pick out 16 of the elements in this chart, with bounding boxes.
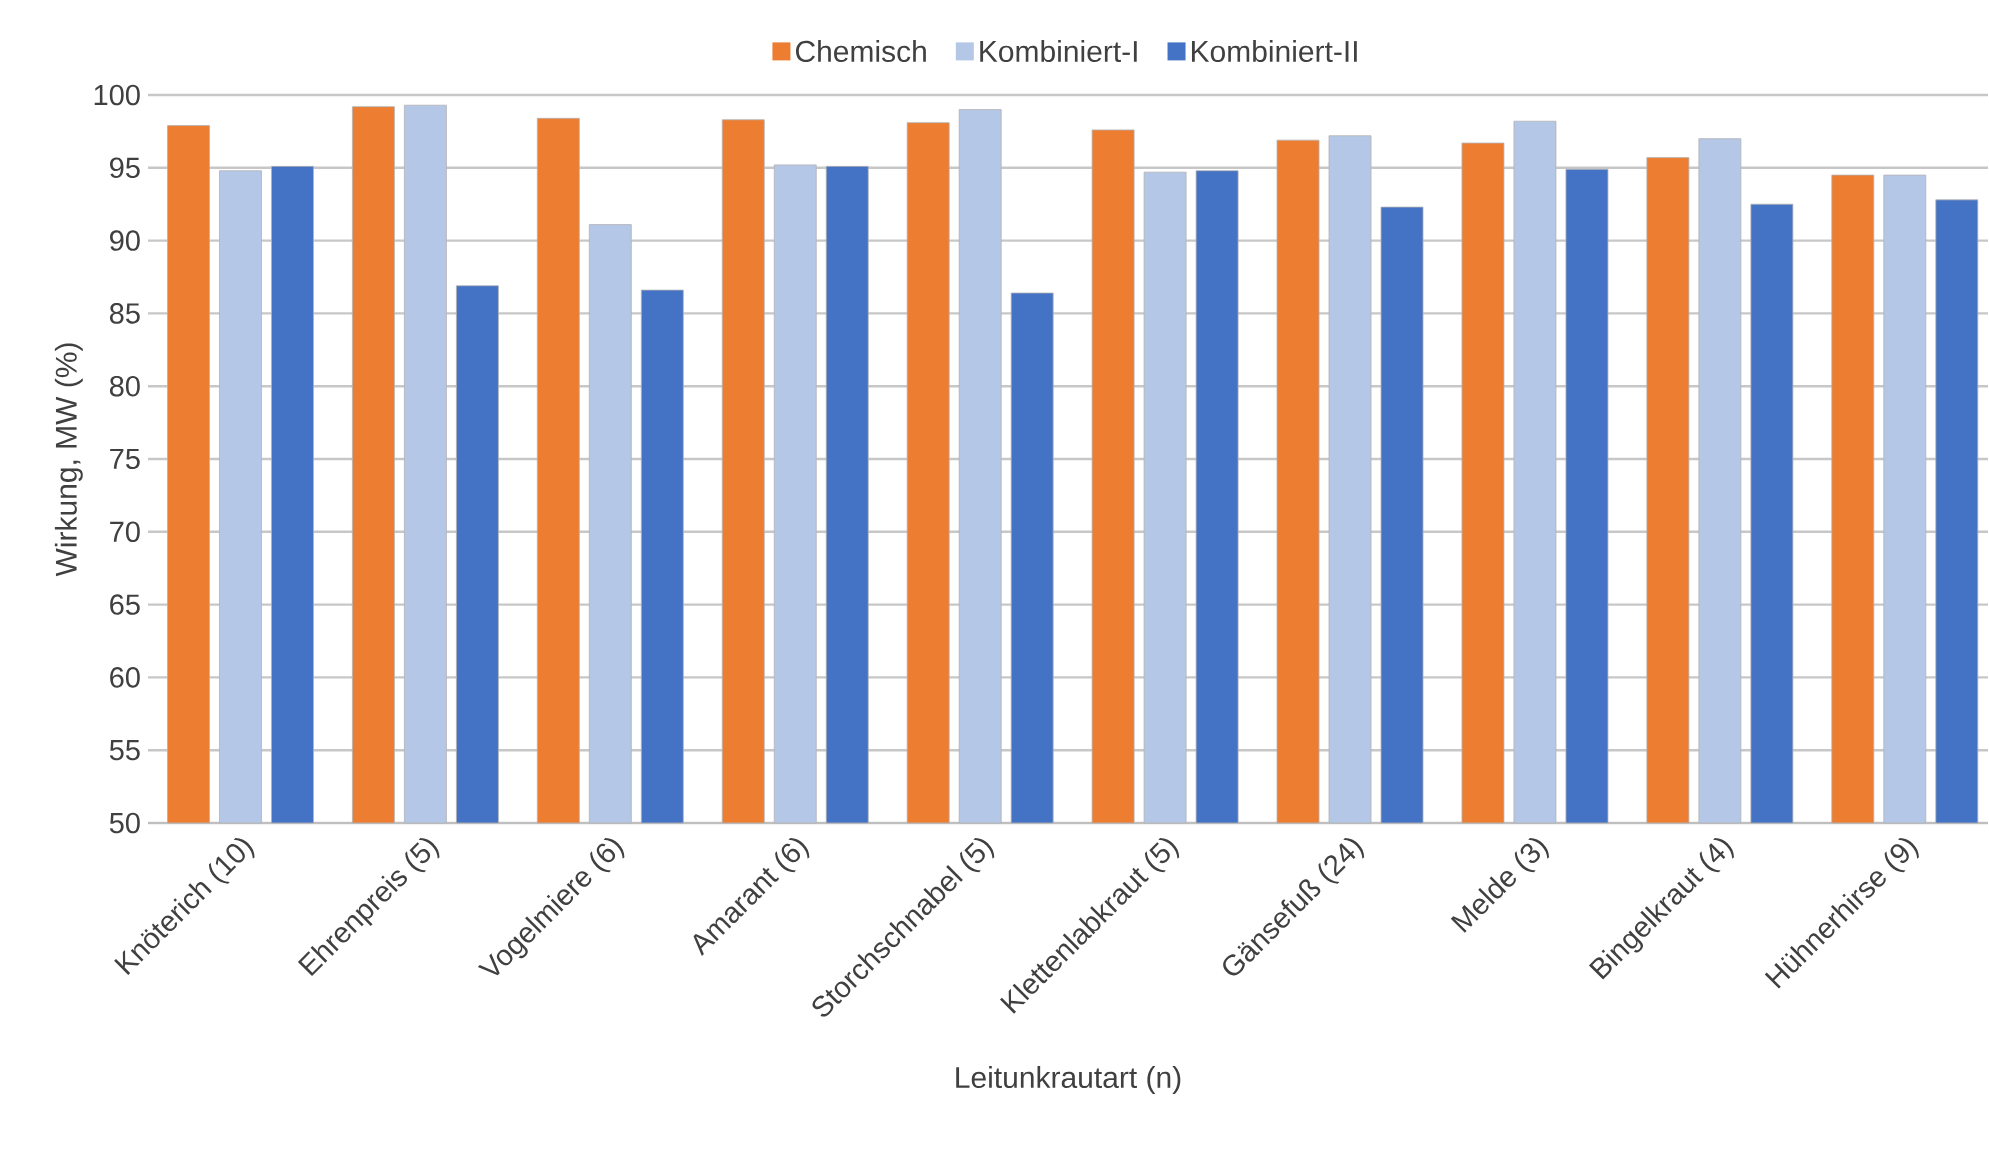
y-tick-label: 60 [110, 667, 140, 688]
y-tick-label: 70 [110, 521, 140, 543]
y-tick-label: 50 [109, 812, 140, 834]
y-tick-label: 75 [110, 448, 140, 470]
y-tick-label: 85 [109, 303, 140, 324]
y-tick-label: 95 [110, 157, 140, 179]
y-tick-label: 55 [109, 740, 140, 761]
legend-label: Kombiniert-II [1191, 40, 1357, 63]
legend-label: Chemisch [795, 40, 926, 63]
y-tick-label: 100 [94, 84, 140, 106]
y-axis-title: Wirkung, MW (%) [54, 343, 83, 577]
legend-label: Kombiniert-I [980, 40, 1137, 63]
x-axis-title: Leitunkrautart (n) [956, 1066, 1181, 1095]
y-tick-label: 90 [110, 230, 140, 251]
y-tick-label: 80 [109, 375, 140, 397]
y-tick-label: 65 [110, 594, 140, 615]
